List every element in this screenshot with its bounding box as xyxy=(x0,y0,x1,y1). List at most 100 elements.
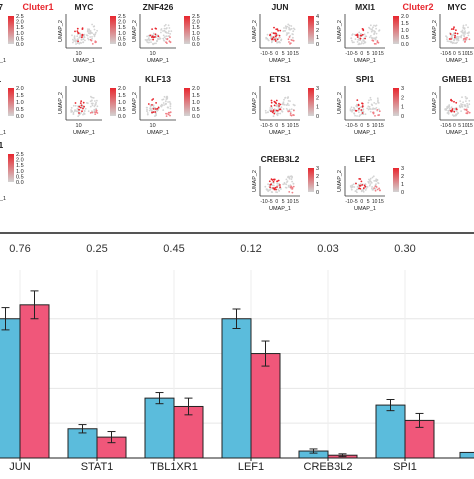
cell-point xyxy=(368,99,370,102)
cell-point xyxy=(447,111,450,114)
cell-point xyxy=(378,110,381,113)
color-legend-tick: 2.5 xyxy=(192,14,200,20)
color-legend-tick: 0 xyxy=(401,114,404,120)
cell-point xyxy=(468,111,471,114)
cell-point xyxy=(75,110,78,113)
cell-point xyxy=(293,109,295,112)
cell-point xyxy=(169,41,172,43)
umap-x-tick: 0 xyxy=(453,51,456,57)
cell-point xyxy=(370,30,373,33)
gene-label: MYC xyxy=(75,2,94,12)
cell-point xyxy=(91,111,94,114)
umap-x-tick: 15 xyxy=(293,51,299,57)
cell-point xyxy=(285,107,288,110)
cell-point xyxy=(451,42,454,45)
cell-point xyxy=(354,109,357,112)
cell-point xyxy=(166,38,169,41)
cell-point xyxy=(265,111,267,114)
cell-point xyxy=(290,108,293,111)
cell-point xyxy=(95,109,98,112)
color-legend-bar xyxy=(8,16,14,44)
cell-point xyxy=(82,41,84,44)
cell-point xyxy=(460,34,463,37)
p-value-label: 0.12 xyxy=(240,243,261,255)
cell-point xyxy=(77,110,79,113)
cell-point xyxy=(160,105,163,108)
cell-point xyxy=(276,180,278,183)
cell-point xyxy=(290,39,293,41)
cell-point xyxy=(154,36,156,38)
cell-point xyxy=(94,100,96,102)
gene-label: CREB3L2 xyxy=(261,154,300,164)
cell-point xyxy=(271,184,274,187)
umap-y-label: UMAP_2 xyxy=(252,92,258,114)
cell-point xyxy=(82,101,85,104)
cell-point xyxy=(150,41,152,43)
color-legend-tick: 4 xyxy=(316,14,319,20)
cell-point xyxy=(468,103,471,106)
cell-point xyxy=(264,109,267,112)
cell-point xyxy=(448,107,451,110)
cell-point xyxy=(363,33,366,36)
cell-point xyxy=(70,107,73,109)
cell-point xyxy=(361,189,363,192)
cell-point xyxy=(446,38,448,41)
cell-point xyxy=(374,188,377,190)
color-legend-tick: 1.5 xyxy=(16,163,24,169)
cell-point xyxy=(455,108,458,110)
gene-label: LEF1 xyxy=(355,154,376,164)
cell-point xyxy=(289,100,291,102)
cell-point xyxy=(454,32,457,35)
cell-point xyxy=(77,40,79,43)
cell-point xyxy=(269,186,271,189)
cell-point xyxy=(367,31,369,34)
cell-point xyxy=(148,39,151,42)
cell-point xyxy=(270,41,273,44)
cell-point xyxy=(148,41,151,44)
cell-point xyxy=(461,96,463,99)
cell-point xyxy=(371,28,374,30)
cell-point xyxy=(349,109,352,112)
cell-point xyxy=(149,104,152,107)
cell-point xyxy=(465,97,468,100)
umap-panel: MYC UMAP_2 UMAP_110 2.52.01.51.00.50.0 xyxy=(58,2,126,64)
cell-point xyxy=(360,113,363,116)
cell-point xyxy=(364,35,367,38)
bar-chart-svg: 0.76 0.25 0.45 0.12 0.03 0.30 JUN STAT1 TBL1XR1 L… xyxy=(0,243,474,473)
cell-point xyxy=(364,113,367,116)
gene-label: GMEB1 xyxy=(442,74,473,84)
cell-point xyxy=(269,107,272,109)
umap-x-tick: 15 xyxy=(467,51,473,57)
cell-point xyxy=(287,96,289,98)
cell-point xyxy=(376,40,379,42)
color-legend-tick: 1.0 xyxy=(192,31,200,37)
cell-point xyxy=(361,102,364,105)
color-legend-tick: 3 xyxy=(316,21,319,27)
umap-x-tick: 10 xyxy=(372,51,378,57)
cell-point xyxy=(78,42,81,45)
cell-point xyxy=(356,191,358,194)
cell-point xyxy=(454,42,456,44)
cell-point xyxy=(360,109,363,111)
cell-point xyxy=(93,34,96,37)
cell-point xyxy=(464,108,467,111)
cell-point xyxy=(95,31,97,34)
umap-x-tick: 10 xyxy=(287,199,293,205)
cell-point xyxy=(360,42,363,45)
cell-point xyxy=(89,36,92,38)
cell-point xyxy=(377,100,379,103)
cell-point xyxy=(467,106,470,108)
color-legend-tick: 0.0 xyxy=(401,42,409,48)
cell-point xyxy=(80,100,83,103)
umap-x-tick: -10 xyxy=(345,51,352,57)
cell-point xyxy=(163,25,166,27)
cell-point xyxy=(163,36,166,38)
cell-point xyxy=(167,106,170,109)
cell-point xyxy=(358,187,360,190)
cell-point xyxy=(95,101,97,104)
x-tick-label: STAT1 xyxy=(81,461,114,473)
cell-point xyxy=(86,34,89,37)
cell-point xyxy=(271,31,273,34)
cell-point xyxy=(165,41,167,44)
bar-spi1 xyxy=(375,404,406,459)
